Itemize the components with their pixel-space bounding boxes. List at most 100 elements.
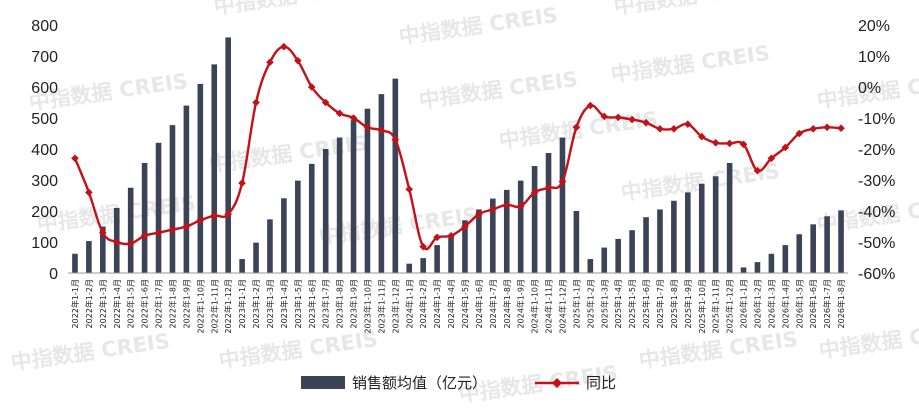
x-tick-label: 2024年1-3月 bbox=[432, 279, 442, 328]
x-tick-label: 2025年1-10月 bbox=[697, 279, 707, 334]
bar bbox=[364, 108, 371, 273]
x-tick-label: 2023年1-1月 bbox=[237, 279, 247, 328]
yoy-point-marker bbox=[71, 154, 79, 163]
x-tick-label: 2023年1-7月 bbox=[321, 279, 331, 328]
left-y-tick-label: 300 bbox=[31, 173, 58, 190]
yoy-point-marker bbox=[600, 112, 609, 121]
left-y-tick-label: 400 bbox=[31, 142, 58, 159]
yoy-point-marker bbox=[642, 118, 650, 127]
bar bbox=[406, 263, 413, 273]
bar bbox=[322, 149, 329, 273]
yoy-point-marker bbox=[266, 58, 274, 66]
x-tick-label: 2024年1-2月 bbox=[418, 279, 428, 328]
x-tick-label: 2025年1-11月 bbox=[711, 279, 721, 334]
yoy-point-marker bbox=[461, 222, 469, 231]
bar bbox=[754, 262, 761, 273]
yoy-point-marker bbox=[628, 115, 636, 124]
bar bbox=[183, 105, 190, 273]
bar bbox=[308, 163, 315, 273]
x-tick-label: 2022年1-6月 bbox=[140, 279, 150, 328]
right-y-tick-label: -10% bbox=[858, 111, 895, 128]
left-y-tick-label: 200 bbox=[31, 204, 58, 221]
watermark-text: 中指数据 CREIS bbox=[497, 107, 659, 153]
bar bbox=[86, 241, 92, 273]
bar bbox=[643, 217, 649, 273]
yoy-point-marker bbox=[363, 123, 372, 132]
watermark-text: 中指数据 CREIS bbox=[9, 329, 171, 375]
x-tick-label: 2022年1-11月 bbox=[209, 279, 219, 334]
yoy-point-marker bbox=[670, 125, 678, 133]
yoy-point-marker bbox=[321, 98, 330, 107]
yoy-point-marker bbox=[572, 123, 581, 132]
legend-line-label: 同比 bbox=[586, 374, 616, 392]
x-tick-label: 2026年1-8月 bbox=[836, 279, 846, 328]
yoy-point-marker bbox=[210, 211, 219, 220]
yoy-point-marker bbox=[349, 114, 358, 122]
yoy-point-marker bbox=[809, 125, 817, 133]
yoy-point-marker bbox=[837, 124, 845, 133]
left-y-tick-label: 600 bbox=[31, 80, 58, 97]
bar bbox=[490, 198, 496, 273]
bar bbox=[768, 253, 775, 273]
x-tick-label: 2023年1-5月 bbox=[293, 279, 303, 328]
bar bbox=[100, 226, 106, 273]
x-tick-label: 2025年1-8月 bbox=[669, 279, 679, 328]
x-tick-label: 2024年1-5月 bbox=[460, 279, 470, 328]
x-tick-label: 2024年1-10月 bbox=[530, 279, 540, 334]
x-tick-label: 2026年1-1月 bbox=[739, 279, 749, 328]
bar bbox=[796, 234, 803, 273]
bar bbox=[545, 153, 552, 273]
bar bbox=[657, 209, 663, 273]
x-tick-label: 2022年1-2月 bbox=[84, 279, 94, 328]
x-tick-label: 2026年1-7月 bbox=[822, 279, 832, 328]
x-tick-label: 2023年1-6月 bbox=[307, 279, 317, 328]
bar bbox=[350, 120, 357, 273]
bar bbox=[573, 211, 580, 273]
x-tick-label: 2026年1-6月 bbox=[808, 279, 818, 328]
x-tick-label: 2026年1-5月 bbox=[794, 279, 804, 328]
bar bbox=[503, 189, 510, 273]
x-tick-label: 2023年1-9月 bbox=[349, 279, 359, 328]
bar bbox=[253, 242, 259, 273]
right-y-tick-label: -20% bbox=[858, 142, 895, 159]
yoy-point-marker bbox=[753, 166, 762, 175]
x-tick-label: 2023年1-3月 bbox=[265, 279, 275, 328]
x-tick-label: 2024年1-6月 bbox=[474, 279, 484, 328]
x-tick-label: 2022年1-7月 bbox=[154, 279, 164, 328]
watermark-text: 中指数据 CREIS bbox=[417, 67, 579, 113]
yoy-point-marker bbox=[294, 56, 302, 65]
x-tick-label: 2026年1-2月 bbox=[753, 279, 763, 328]
x-tick-label: 2023年1-11月 bbox=[376, 279, 386, 334]
yoy-point-marker bbox=[335, 109, 344, 118]
yoy-point-marker bbox=[558, 177, 567, 186]
yoy-point-marker bbox=[377, 126, 386, 135]
bar bbox=[517, 180, 524, 273]
yoy-point-marker bbox=[307, 83, 316, 91]
x-tick-label: 2023年1-10月 bbox=[363, 279, 373, 334]
yoy-point-marker bbox=[112, 238, 121, 246]
yoy-point-marker bbox=[475, 210, 483, 218]
bar bbox=[615, 238, 621, 273]
yoy-point-marker bbox=[823, 123, 831, 132]
legend-line-marker bbox=[552, 378, 562, 388]
x-tick-label: 2024年1-8月 bbox=[502, 279, 512, 328]
watermark-text: 中指数据 CREIS bbox=[612, 0, 774, 19]
bar bbox=[267, 219, 273, 273]
bar bbox=[378, 94, 385, 273]
yoy-point-marker bbox=[433, 233, 441, 242]
x-tick-label: 2024年1-11月 bbox=[544, 279, 554, 334]
yoy-point-marker bbox=[391, 135, 400, 144]
left-y-tick-label: 0 bbox=[49, 266, 58, 283]
watermark-text: 中指数据 CREIS bbox=[609, 41, 771, 87]
left-y-tick-label: 800 bbox=[31, 18, 58, 35]
bar bbox=[392, 78, 399, 273]
yoy-point-marker bbox=[405, 185, 414, 194]
x-tick-label: 2022年1-10月 bbox=[195, 279, 205, 334]
yoy-point-marker bbox=[252, 98, 260, 107]
bar bbox=[531, 166, 538, 273]
right-y-tick-label: -30% bbox=[858, 173, 895, 190]
x-tick-label: 2022年1-8月 bbox=[168, 279, 178, 328]
x-tick-label: 2025年1-2月 bbox=[585, 279, 595, 328]
x-tick-label: 2022年1-12月 bbox=[223, 279, 233, 334]
